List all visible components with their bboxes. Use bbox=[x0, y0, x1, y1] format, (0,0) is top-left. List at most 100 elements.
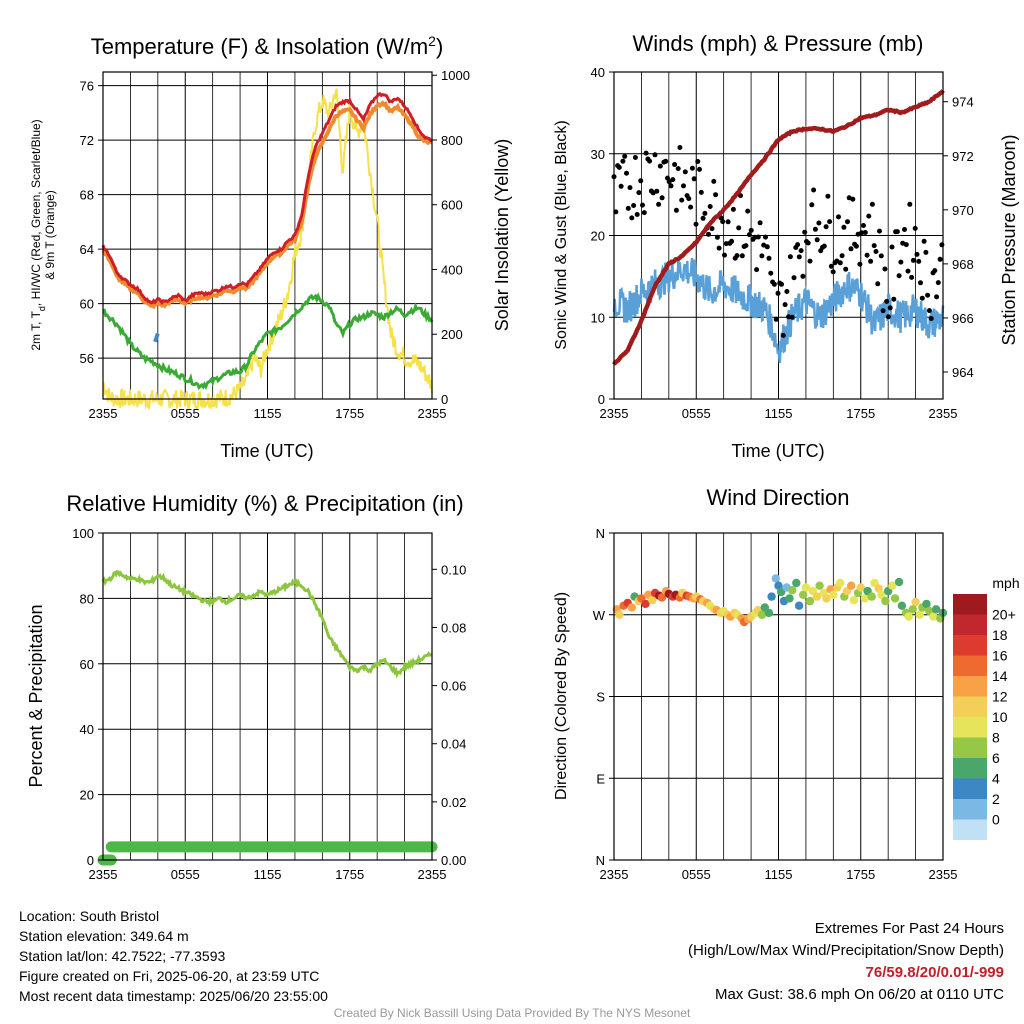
y2-tick-label: 974 bbox=[952, 95, 974, 110]
gust-point bbox=[686, 196, 692, 202]
insolation-line bbox=[102, 88, 433, 413]
gust-point bbox=[926, 308, 932, 314]
y2-tick-label: 0.08 bbox=[441, 620, 466, 635]
temperature-grid bbox=[103, 72, 432, 399]
gust-point bbox=[689, 165, 695, 171]
direction-point bbox=[648, 596, 657, 605]
gust-point bbox=[629, 215, 635, 221]
gust-point bbox=[632, 155, 638, 160]
gust-point bbox=[622, 153, 628, 159]
direction-point bbox=[771, 574, 780, 583]
gust-point bbox=[720, 219, 726, 225]
pressure-axis-label: Station Pressure (Maroon) bbox=[999, 134, 1019, 345]
gust-point bbox=[868, 258, 874, 264]
gust-point bbox=[643, 150, 649, 156]
insolation-axis-label: Solar Insolation (Yellow) bbox=[492, 139, 512, 331]
gust-point bbox=[853, 243, 859, 249]
gust-point bbox=[757, 220, 763, 226]
gust-point bbox=[625, 205, 631, 211]
gust-point bbox=[939, 242, 945, 248]
gust-point bbox=[798, 248, 804, 254]
gust-point bbox=[675, 166, 681, 172]
gust-point bbox=[789, 314, 795, 320]
direction-point bbox=[908, 605, 917, 614]
winds-panel: Winds (mph) & Pressure (mb) 2355 0555 1155… bbox=[553, 31, 1019, 461]
humidity-title: Relative Humidity (%) & Precipitation (i… bbox=[66, 491, 463, 516]
gust-point bbox=[748, 227, 754, 233]
direction-point bbox=[922, 599, 931, 609]
gust-point bbox=[672, 162, 678, 167]
legend-swatch bbox=[953, 758, 987, 779]
y-tick-label: 64 bbox=[80, 242, 94, 257]
gust-point bbox=[875, 281, 881, 287]
extremes-fields: (High/Low/Max Wind/Precipitation/Snow De… bbox=[688, 942, 1004, 959]
y-tick-label: 40 bbox=[591, 65, 605, 80]
gust-point bbox=[631, 203, 637, 208]
direction-point bbox=[812, 592, 822, 601]
gust-point bbox=[702, 210, 708, 216]
direction-point bbox=[794, 601, 804, 610]
direction-point bbox=[874, 584, 883, 593]
y2-tick-label: 200 bbox=[441, 327, 463, 342]
direction-point bbox=[801, 583, 811, 592]
credit-line: Created By Nick Bassill Using Data Provi… bbox=[333, 1006, 691, 1020]
y2-tick-label: 972 bbox=[952, 149, 974, 164]
direction-point bbox=[829, 590, 838, 599]
gust-point bbox=[821, 243, 827, 249]
direction-point bbox=[904, 612, 913, 621]
gust-point bbox=[918, 280, 923, 286]
direction-point bbox=[911, 597, 920, 607]
legend-swatch bbox=[953, 614, 987, 635]
direction-points bbox=[612, 574, 948, 627]
gust-point bbox=[910, 257, 916, 263]
wind-line bbox=[612, 257, 945, 363]
gust-point bbox=[825, 193, 831, 199]
gust-point bbox=[656, 201, 662, 207]
extremes-values: 76/59.8/20/0.01/-999 bbox=[865, 964, 1004, 981]
winds-title: Winds (mph) & Pressure (mb) bbox=[633, 31, 924, 56]
direction-point bbox=[815, 581, 824, 590]
gust-point bbox=[764, 244, 770, 250]
gust-point bbox=[698, 189, 704, 195]
station-location: Location: South Bristol bbox=[19, 908, 160, 924]
gust-point bbox=[714, 234, 720, 240]
gust-point bbox=[800, 273, 806, 279]
direction-point bbox=[929, 612, 938, 621]
gust-point bbox=[670, 177, 676, 183]
x-tick-label: 1755 bbox=[335, 867, 364, 882]
gust-point bbox=[809, 202, 815, 208]
gust-point bbox=[784, 289, 790, 294]
station-info: Location: South Bristol Station elevatio… bbox=[19, 906, 328, 1006]
gust-point bbox=[861, 223, 866, 228]
x-tick-label: 1155 bbox=[765, 406, 793, 421]
direction-point bbox=[847, 581, 856, 590]
gust-point bbox=[679, 197, 685, 203]
y2-tick-label: 0.00 bbox=[441, 853, 466, 868]
x-tick-label: 0555 bbox=[171, 406, 200, 421]
direction-point bbox=[849, 596, 859, 605]
legend-swatch bbox=[953, 676, 987, 697]
y2-tick-label: 1000 bbox=[441, 68, 470, 83]
y-tick-label: 68 bbox=[80, 188, 94, 203]
gust-point bbox=[754, 267, 760, 273]
gust-point bbox=[734, 253, 740, 259]
gust-point bbox=[916, 258, 922, 264]
gust-point bbox=[624, 170, 629, 176]
gust-point bbox=[887, 305, 893, 311]
y-tick-label: 10 bbox=[591, 310, 605, 325]
gust-point bbox=[759, 253, 765, 259]
gust-point bbox=[850, 196, 856, 202]
gust-point bbox=[620, 158, 626, 164]
gust-point bbox=[711, 178, 717, 184]
x-tick-label: 2355 bbox=[418, 867, 447, 882]
gust-point bbox=[716, 245, 722, 251]
gust-point bbox=[857, 261, 863, 267]
gust-point bbox=[636, 190, 642, 196]
gust-point bbox=[677, 145, 683, 150]
legend-label: 14 bbox=[992, 668, 1008, 684]
gust-point bbox=[763, 234, 768, 240]
direction-point bbox=[877, 590, 886, 599]
direction-point bbox=[860, 594, 870, 603]
temperature-plot-frame bbox=[102, 71, 433, 400]
y2-tick-label: 964 bbox=[952, 365, 974, 380]
